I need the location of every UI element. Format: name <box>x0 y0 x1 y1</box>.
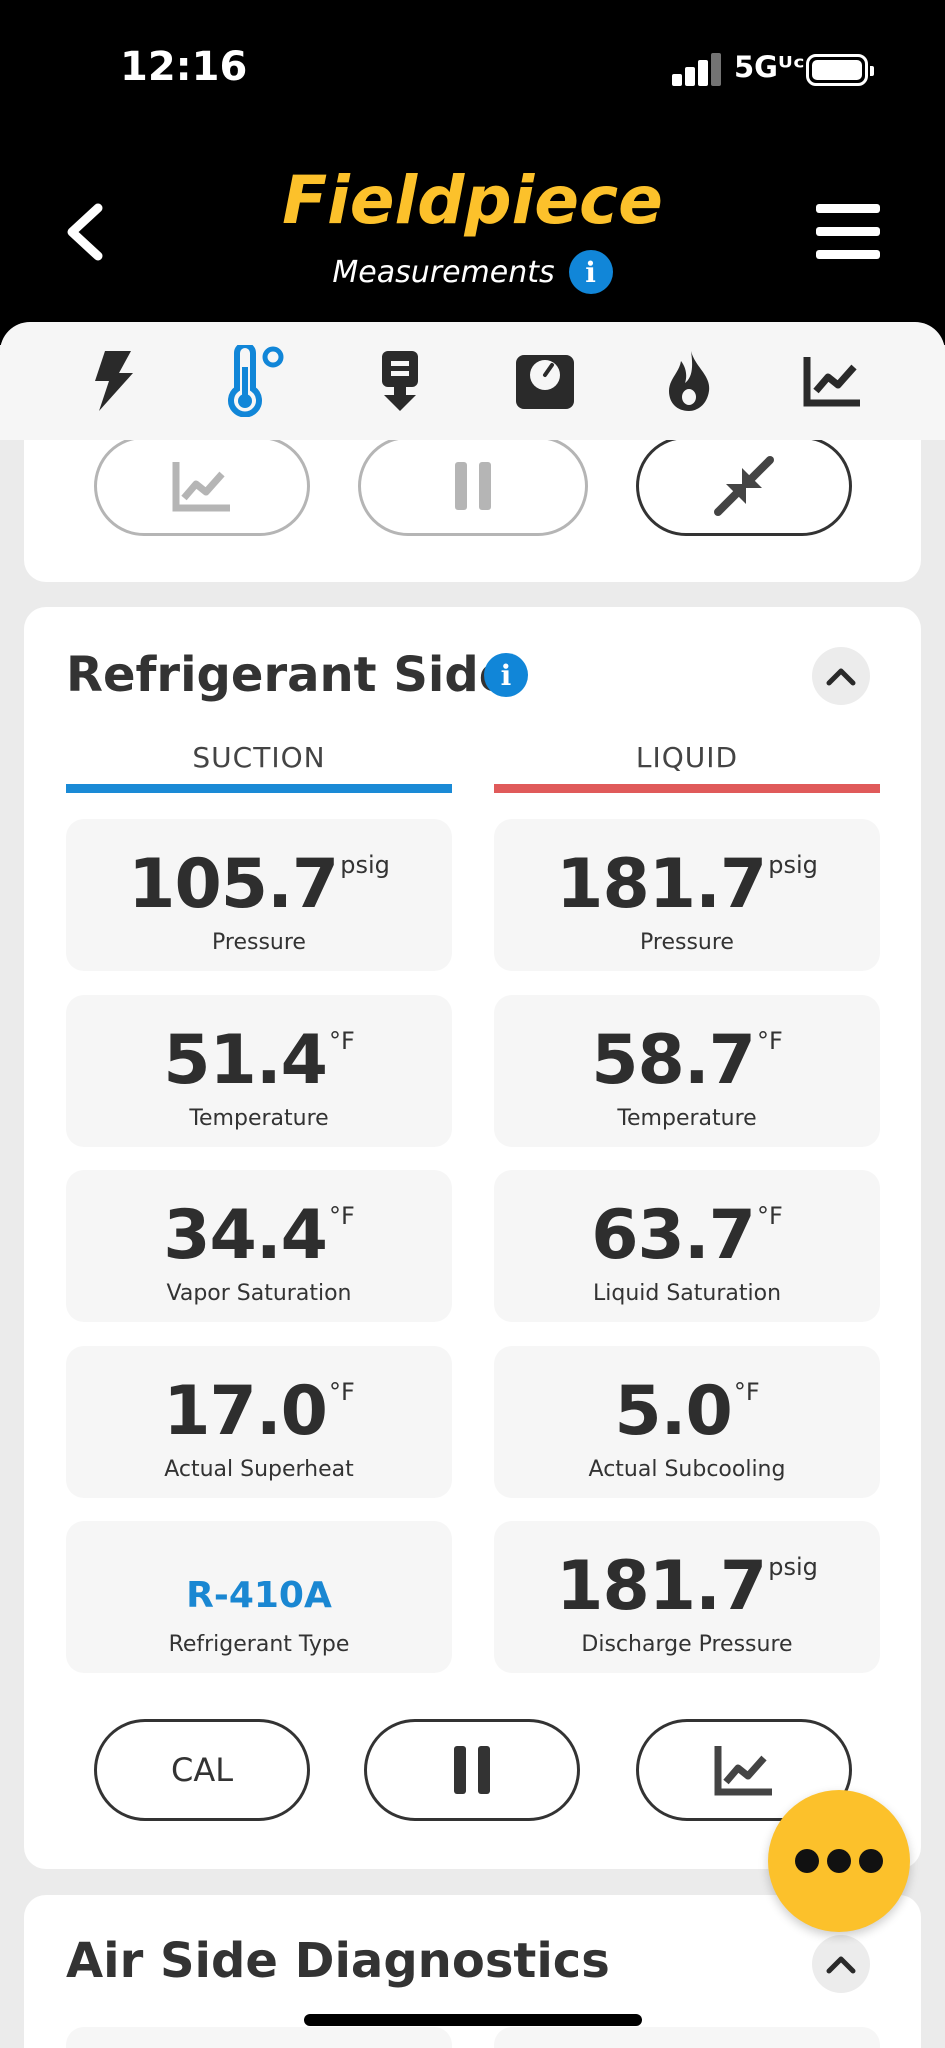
download-icon <box>382 351 419 411</box>
reading-unit: psig <box>768 851 818 879</box>
tile-partial <box>494 2027 880 2048</box>
chart-button[interactable] <box>636 1719 852 1821</box>
chart-icon <box>803 357 860 407</box>
flame-icon <box>668 351 709 411</box>
reading-unit: °F <box>328 1202 355 1230</box>
column-header-liquid: LIQUID <box>635 741 739 774</box>
actual-superheat-tile[interactable]: 17.0°F Actual Superheat <box>66 1346 452 1498</box>
chevron-up-icon <box>826 668 856 686</box>
liquid-temperature-tile[interactable]: 58.7°F Temperature <box>494 995 880 1147</box>
refrigerant-side-card: Refrigerant Side i SUCTION LIQUID 105.7p… <box>24 607 921 1869</box>
reading-unit: °F <box>328 1378 355 1406</box>
reading-label: Temperature <box>617 1106 757 1131</box>
reading-value: 105.7 <box>128 845 339 924</box>
suction-temperature-tile[interactable]: 51.4°F Temperature <box>66 995 452 1147</box>
brand-logo: Fieldpiece <box>282 162 663 239</box>
tool-temperature[interactable] <box>213 338 299 424</box>
refrigerant-type-value[interactable]: R-410A <box>186 1575 332 1616</box>
status-time: 12:16 <box>120 44 248 90</box>
reading-value: 5.0 <box>614 1372 732 1451</box>
vapor-saturation-tile[interactable]: 34.4°F Vapor Saturation <box>66 1170 452 1322</box>
tool-combustion[interactable] <box>646 338 732 424</box>
network-label: 5Gᵁᶜ <box>734 50 805 84</box>
cal-button[interactable]: CAL <box>94 1719 310 1821</box>
reading-label: Liquid Saturation <box>592 1281 782 1306</box>
reading-label: Pressure <box>640 930 734 955</box>
reading-value: 58.7 <box>591 1021 756 1100</box>
column-header-suction: SUCTION <box>192 741 326 774</box>
tool-gauge[interactable] <box>502 338 588 424</box>
reading-unit: °F <box>733 1378 760 1406</box>
section-title: Refrigerant Side <box>66 647 512 703</box>
measurement-toolbar <box>0 322 945 440</box>
app-header: 12:16 5Gᵁᶜ Fieldpiece Measurements i <box>0 0 945 345</box>
page-subtitle: Measurements <box>332 254 555 290</box>
reading-value: 181.7 <box>556 1547 767 1626</box>
gauge-icon <box>515 355 574 409</box>
menu-line <box>816 204 880 213</box>
pause-icon <box>455 462 491 510</box>
refrigerant-type-tile[interactable]: R-410A Refrigerant Type <box>66 1521 452 1673</box>
pause-icon <box>454 1746 490 1794</box>
reading-label: Actual Subcooling <box>588 1457 786 1482</box>
actual-subcooling-tile[interactable]: 5.0°F Actual Subcooling <box>494 1346 880 1498</box>
reading-unit: psig <box>768 1553 818 1581</box>
reading-label: Vapor Saturation <box>166 1281 352 1306</box>
battery-icon <box>806 54 874 86</box>
reading-unit: °F <box>328 1027 355 1055</box>
thermometer-icon <box>228 345 284 417</box>
info-icon[interactable]: i <box>568 250 613 294</box>
dot <box>795 1849 819 1873</box>
collapse-button[interactable] <box>812 1935 870 1993</box>
menu-button[interactable] <box>816 204 880 260</box>
liquid-pressure-tile[interactable]: 181.7psig Pressure <box>494 819 880 971</box>
tile-partial <box>66 2027 452 2048</box>
reading-label: Pressure <box>212 930 306 955</box>
bolt-icon <box>95 351 134 411</box>
reading-label: Actual Superheat <box>164 1457 354 1482</box>
chart-button-disabled[interactable] <box>94 436 310 536</box>
section-title: Air Side Diagnostics <box>66 1933 610 1989</box>
liquid-indicator <box>494 784 880 793</box>
menu-line <box>816 227 880 236</box>
chart-icon <box>172 462 230 512</box>
reading-value: 51.4 <box>163 1021 328 1100</box>
chart-icon <box>714 1746 772 1796</box>
subtitle-row: Measurements i <box>0 250 945 294</box>
tool-charts[interactable] <box>790 338 876 424</box>
pause-button-disabled[interactable] <box>358 436 588 536</box>
discharge-pressure-tile[interactable]: 181.7psig Discharge Pressure <box>494 1521 880 1673</box>
reading-value: 63.7 <box>591 1196 756 1275</box>
reading-value: 34.4 <box>163 1196 328 1275</box>
reading-value: 17.0 <box>163 1372 328 1451</box>
menu-line <box>816 250 880 259</box>
dot <box>859 1849 883 1873</box>
air-side-card: Air Side Diagnostics <box>24 1895 921 2048</box>
dot <box>827 1849 851 1873</box>
reading-value: 181.7 <box>556 845 767 924</box>
collapse-button[interactable] <box>812 647 870 705</box>
suction-indicator <box>66 784 452 793</box>
reading-unit: °F <box>756 1202 783 1230</box>
reading-label: Temperature <box>189 1106 329 1131</box>
reading-label: Discharge Pressure <box>581 1632 793 1657</box>
reading-unit: psig <box>340 851 390 879</box>
more-actions-button[interactable] <box>768 1790 910 1932</box>
back-button[interactable] <box>60 200 110 264</box>
reading-unit: °F <box>756 1027 783 1055</box>
compress-icon <box>714 456 774 516</box>
chevron-up-icon <box>826 1956 856 1974</box>
tool-electrical[interactable] <box>69 338 155 424</box>
suction-pressure-tile[interactable]: 105.7psig Pressure <box>66 819 452 971</box>
home-indicator[interactable] <box>304 2014 642 2026</box>
signal-icon <box>672 52 721 86</box>
liquid-saturation-tile[interactable]: 63.7°F Liquid Saturation <box>494 1170 880 1322</box>
chevron-left-icon <box>67 203 103 261</box>
compress-button[interactable] <box>636 436 852 536</box>
info-icon[interactable]: i <box>484 653 528 697</box>
tool-download[interactable] <box>357 338 443 424</box>
pause-button[interactable] <box>364 1719 580 1821</box>
reading-label: Refrigerant Type <box>168 1632 350 1657</box>
